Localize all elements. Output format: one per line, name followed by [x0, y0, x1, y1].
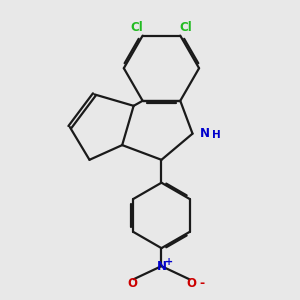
- Text: N: N: [157, 260, 166, 273]
- Text: -: -: [200, 277, 205, 290]
- Text: O: O: [127, 277, 137, 290]
- Text: N: N: [200, 127, 210, 140]
- Text: Cl: Cl: [130, 21, 143, 34]
- Text: Cl: Cl: [180, 21, 193, 34]
- Text: H: H: [212, 130, 220, 140]
- Text: O: O: [186, 277, 196, 290]
- Text: +: +: [165, 257, 173, 267]
